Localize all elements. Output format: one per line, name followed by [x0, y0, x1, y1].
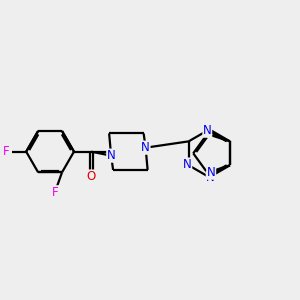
Text: N: N	[141, 141, 150, 154]
Text: N: N	[107, 149, 116, 162]
Text: N: N	[207, 166, 216, 179]
Text: N: N	[183, 158, 192, 171]
Text: O: O	[87, 170, 96, 183]
Text: F: F	[3, 145, 10, 158]
Text: F: F	[52, 186, 59, 199]
Text: N: N	[206, 171, 215, 184]
Text: N: N	[203, 124, 212, 137]
